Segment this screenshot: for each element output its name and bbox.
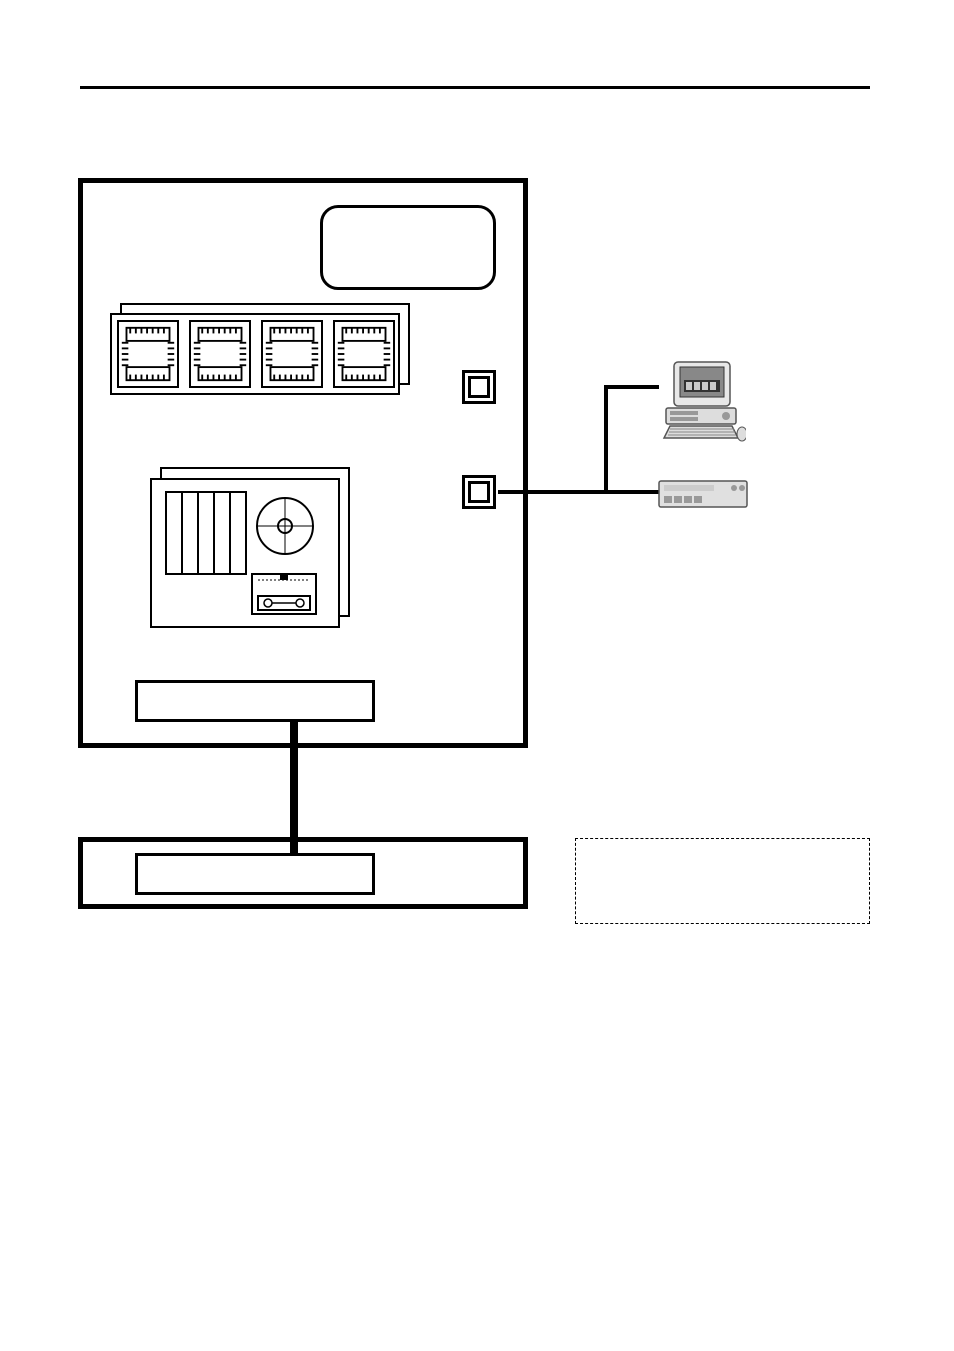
legend-box <box>575 838 870 924</box>
bottom-slot <box>135 680 375 722</box>
chip-icon <box>191 322 249 386</box>
cpu-module <box>261 320 323 388</box>
chip-icon <box>263 322 321 386</box>
cpu-module <box>189 320 251 388</box>
rack-server-icon <box>658 480 748 508</box>
cpu-module <box>333 320 395 388</box>
workstation-pc-icon <box>656 360 746 442</box>
cable-segment <box>604 490 660 494</box>
io-port-upper <box>462 370 496 404</box>
chip-icon <box>119 322 177 386</box>
cpu-module <box>117 320 179 388</box>
cable-segment <box>604 385 608 494</box>
storage-icon <box>152 480 342 630</box>
storage-bay-front <box>150 478 340 628</box>
cable-segment <box>604 385 659 389</box>
header-rule <box>80 86 870 89</box>
expansion-slot <box>135 853 375 895</box>
io-port-lower <box>462 475 496 509</box>
cable-segment <box>498 490 608 494</box>
chip-icon <box>335 322 393 386</box>
rounded-panel <box>320 205 496 290</box>
